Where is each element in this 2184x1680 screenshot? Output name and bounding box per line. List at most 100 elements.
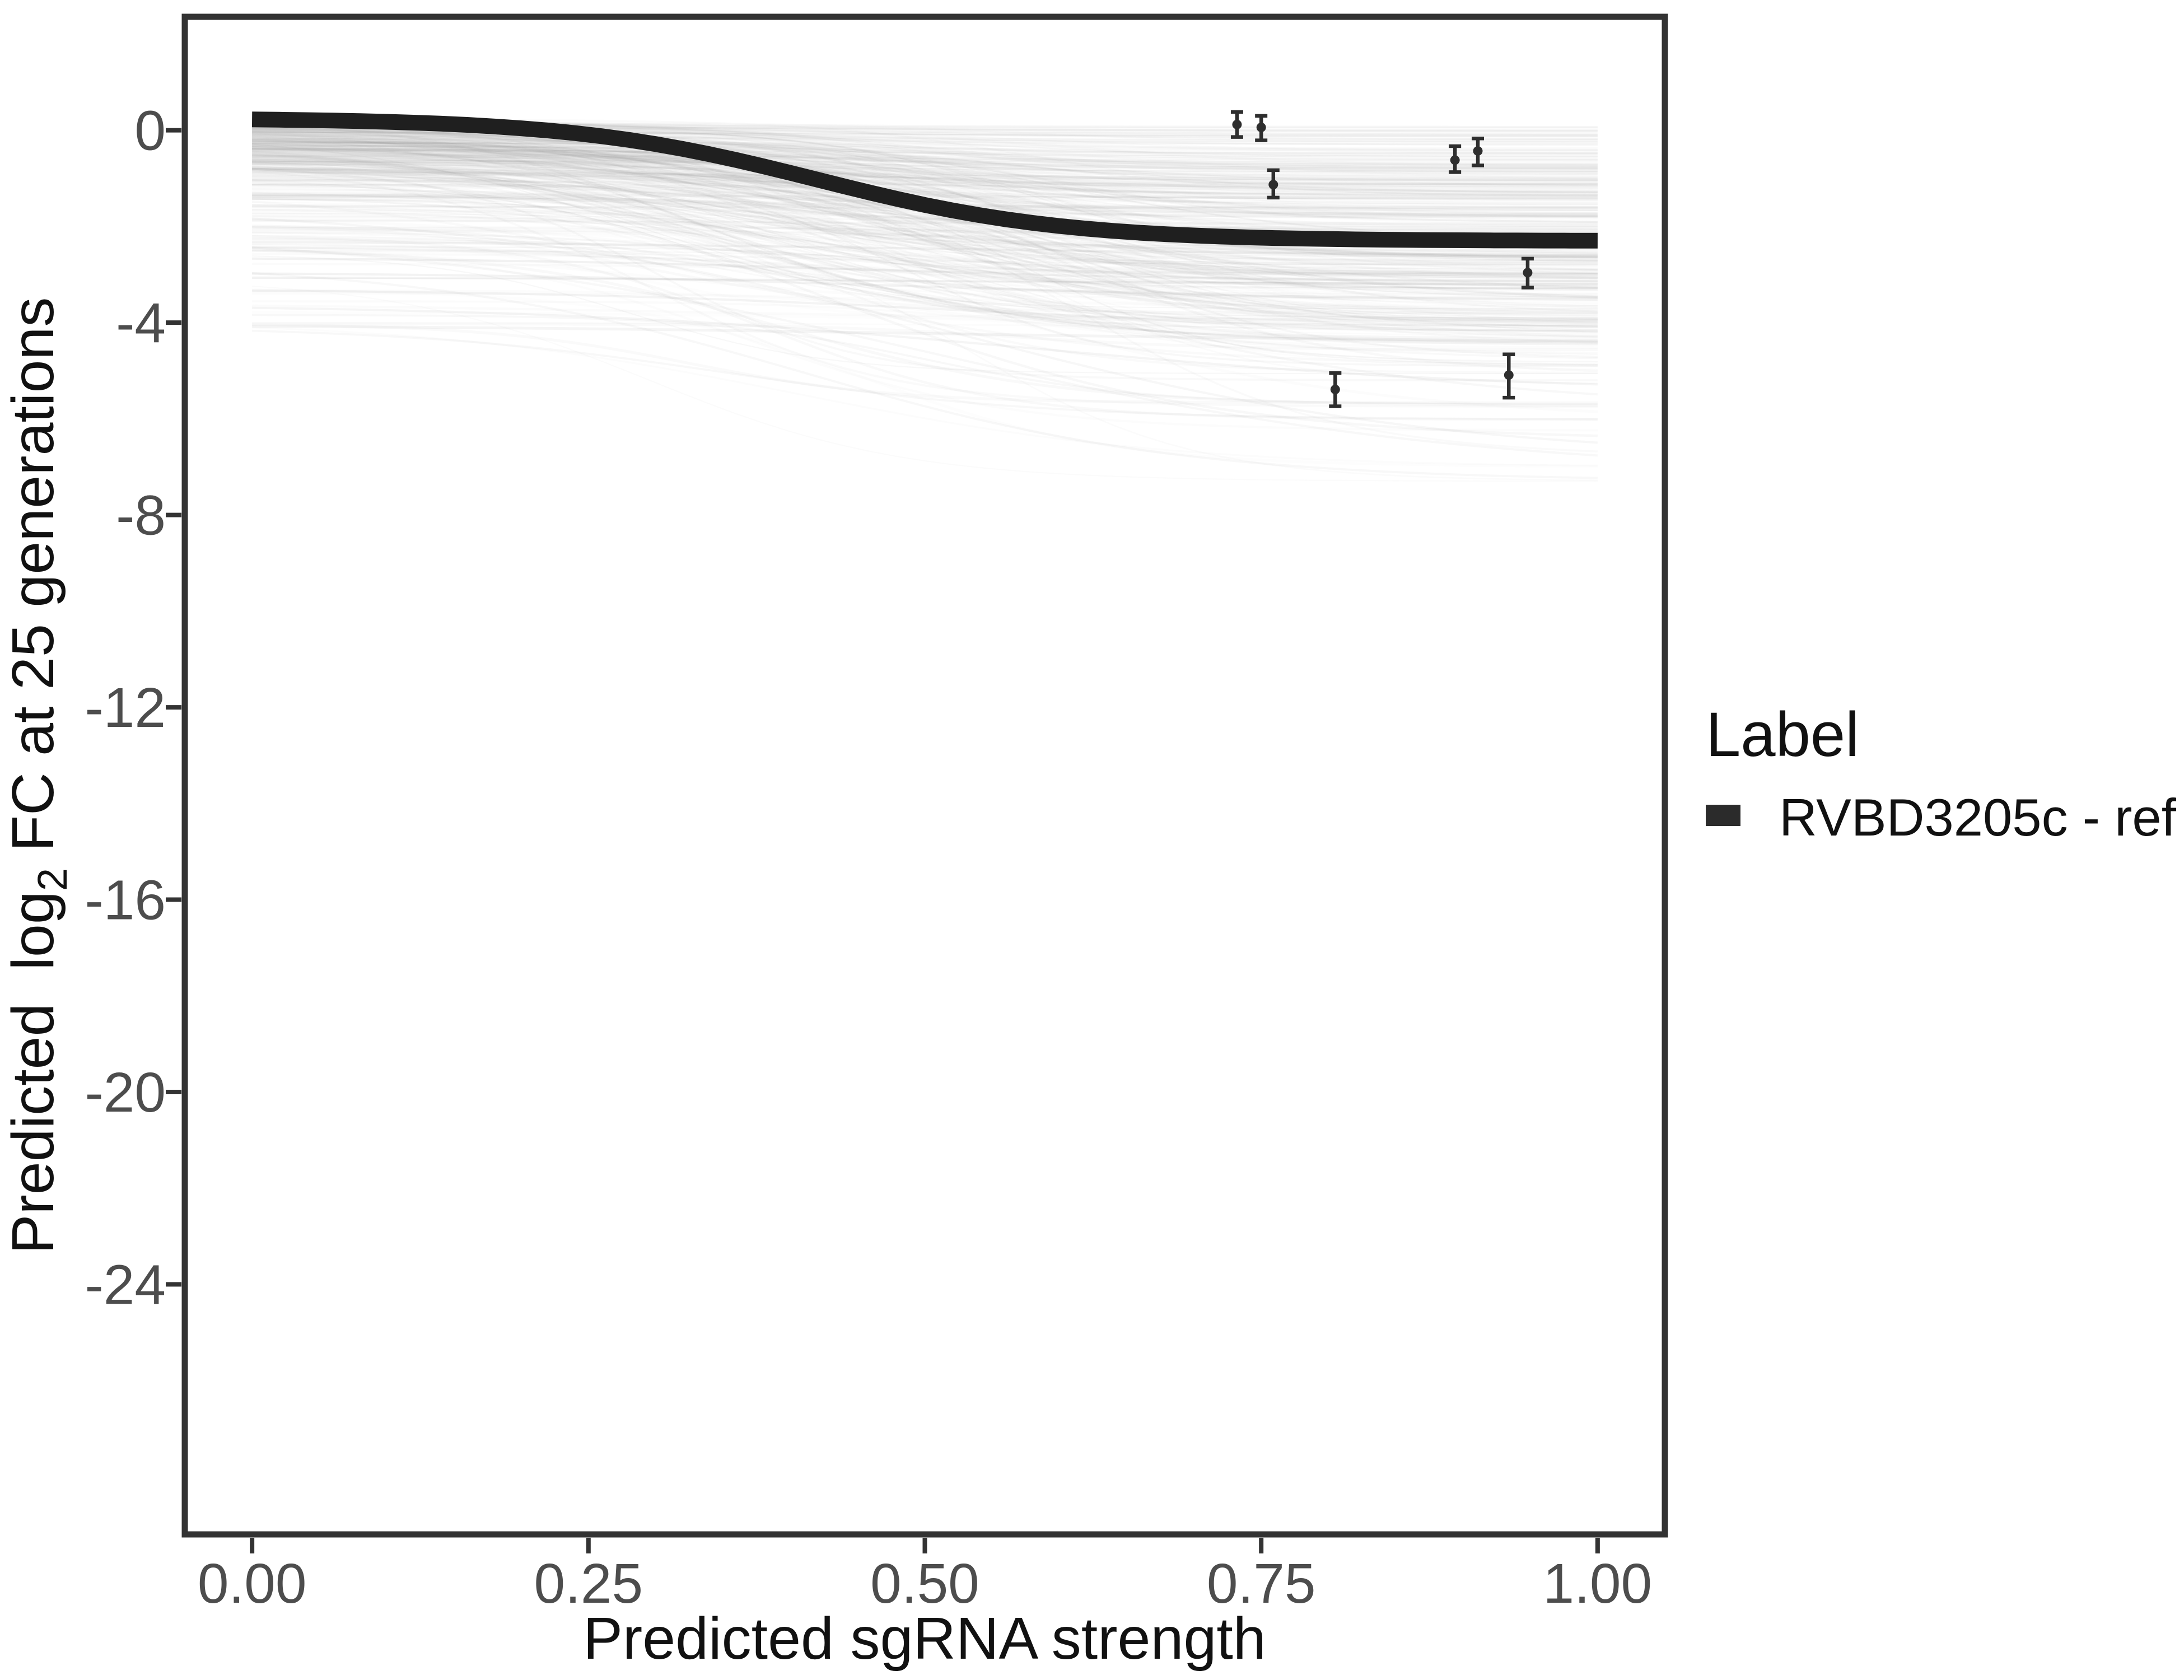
x-tick-label: 0.00	[198, 1552, 307, 1615]
posterior-curve	[252, 169, 1598, 187]
posterior-curve	[252, 143, 1598, 206]
posterior-curve	[252, 257, 1598, 283]
posterior-curve	[252, 134, 1598, 170]
error-bar-point	[1329, 371, 1342, 408]
posterior-curve	[252, 155, 1598, 172]
posterior-curve	[252, 204, 1598, 288]
posterior-curve	[252, 329, 1598, 421]
error-bar-point	[1255, 114, 1268, 142]
posterior-curve	[251, 272, 1598, 479]
posterior-curve	[252, 277, 1598, 283]
posterior-curve	[252, 272, 1598, 301]
posterior-curve	[252, 165, 1598, 291]
legend-title: Label	[1706, 699, 1859, 769]
posterior-curve	[252, 171, 1598, 193]
error-bar-point	[1449, 144, 1462, 174]
posterior-curve	[252, 323, 1598, 404]
posterior-curve	[252, 195, 1598, 232]
posterior-curve	[252, 160, 1598, 179]
posterior-curve	[252, 156, 1598, 257]
posterior-curve	[252, 194, 1598, 199]
x-tick-label: 1.00	[1543, 1552, 1653, 1615]
posterior-curve	[251, 146, 1598, 263]
posterior-curve	[252, 179, 1598, 375]
x-tick-label: 0.50	[870, 1552, 979, 1615]
posterior-curve	[252, 206, 1598, 306]
posterior-curve	[252, 168, 1598, 192]
posterior-curve	[252, 148, 1598, 289]
posterior-curve	[251, 170, 1598, 408]
posterior-curve	[252, 151, 1598, 166]
posterior-curve	[252, 130, 1598, 227]
y-axis-title-prefix: Predicted log	[0, 891, 66, 1254]
posterior-curve	[252, 148, 1598, 198]
posterior-curve	[251, 217, 1598, 444]
reference-curve	[251, 111, 1598, 249]
posterior-curve	[252, 148, 1598, 171]
y-tick-label: -24	[85, 1253, 166, 1316]
posterior-curve	[252, 183, 1598, 199]
posterior-curve	[252, 153, 1598, 182]
posterior-curve	[252, 141, 1598, 223]
posterior-curve	[252, 143, 1598, 208]
y-axis: 0 -4 -8 -12 -16 -20 -24	[85, 100, 181, 1316]
legend-key-line-swatch	[1706, 805, 1740, 826]
posterior-curve	[252, 150, 1598, 170]
y-axis-title: Predicted log2 FC at 25 generations	[0, 297, 76, 1254]
posterior-curve	[252, 192, 1598, 323]
posterior-curve	[252, 129, 1598, 283]
posterior-curve	[252, 144, 1598, 169]
posterior-curve	[252, 198, 1598, 264]
posterior-curve	[251, 200, 1598, 367]
posterior-curve	[252, 136, 1598, 195]
posterior-curve	[252, 152, 1598, 298]
posterior-curve	[252, 158, 1598, 286]
posterior-curve	[252, 225, 1598, 343]
data-point-dot	[1450, 155, 1460, 165]
posterior-curve	[252, 142, 1598, 184]
posterior-curve	[252, 167, 1598, 181]
y-tick-label: -16	[85, 869, 166, 932]
posterior-curve	[252, 160, 1598, 372]
posterior-curve	[252, 130, 1598, 313]
y-axis-title-subscript: 2	[29, 868, 76, 891]
posterior-curve	[252, 174, 1598, 193]
posterior-curve	[252, 247, 1598, 337]
legend: Label RVBD3205c - ref	[1706, 699, 2177, 847]
posterior-curve	[252, 188, 1598, 266]
data-point-dot	[1268, 180, 1278, 190]
posterior-curve	[252, 162, 1598, 332]
posterior-curve	[252, 194, 1598, 279]
error-bar-point	[1521, 256, 1534, 290]
y-tick-label: -12	[85, 676, 166, 739]
posterior-curve	[252, 168, 1598, 366]
posterior-curve	[252, 197, 1598, 274]
posterior-curve	[252, 167, 1598, 295]
plot-panel	[185, 17, 1665, 1534]
posterior-curve	[251, 150, 1598, 282]
posterior-curve	[252, 153, 1598, 161]
reference-curve-group	[251, 111, 1598, 249]
posterior-curve	[252, 128, 1598, 262]
data-point-dot	[1504, 370, 1514, 380]
posterior-curve	[252, 246, 1598, 363]
posterior-curve	[252, 139, 1598, 217]
posterior-curve	[252, 144, 1598, 255]
posterior-curve	[252, 154, 1598, 223]
posterior-curve	[252, 314, 1598, 405]
posterior-curve	[252, 141, 1598, 156]
posterior-curve	[252, 127, 1598, 291]
posterior-curve	[252, 146, 1598, 338]
x-axis-title: Predicted sgRNA strength	[583, 1606, 1266, 1672]
posterior-curve	[252, 155, 1598, 176]
error-bar-point	[1267, 168, 1280, 200]
posterior-curve	[252, 142, 1598, 332]
posterior-curve	[252, 198, 1598, 327]
posterior-curve	[252, 146, 1598, 180]
x-tick-label: 0.25	[534, 1552, 643, 1615]
posterior-curve	[252, 289, 1598, 333]
posterior-curve	[252, 144, 1598, 276]
posterior-curve	[251, 165, 1598, 325]
posterior-curve	[252, 132, 1598, 230]
posterior-curve	[252, 156, 1598, 179]
